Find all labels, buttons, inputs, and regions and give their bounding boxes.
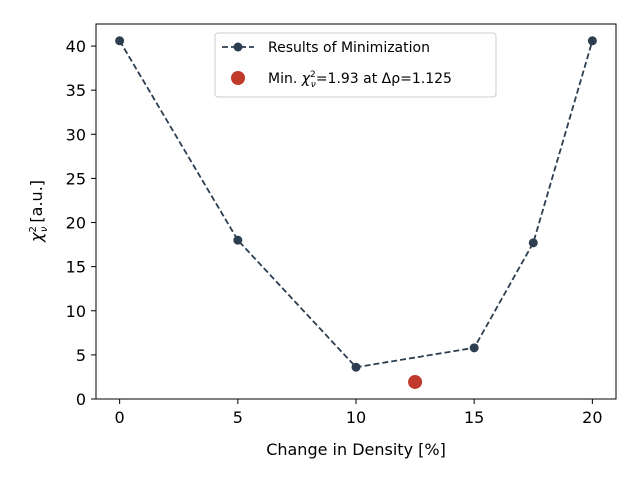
x-tick-label: 5: [233, 408, 243, 427]
minimum-point: [408, 374, 423, 389]
x-axis: 0 5 10 15 20: [115, 399, 603, 427]
legend-minimum-marker: [231, 71, 245, 85]
y-axis-label-symbol: χ: [27, 232, 46, 243]
y-tick-label: 10: [66, 302, 86, 321]
legend-entry-series: Results of Minimization: [268, 40, 430, 56]
legend-minimum-sup: 2: [310, 70, 316, 80]
x-tick-label: 20: [582, 408, 602, 427]
y-axis-label-sub: ν: [39, 226, 50, 232]
data-point: [587, 36, 597, 46]
legend: Results of Minimization Min. χ2 ν=1.93 at…: [214, 32, 497, 98]
legend-point-marker: [233, 42, 243, 52]
x-tick-label: 15: [464, 408, 484, 427]
series-line: [118, 40, 594, 369]
plot-area: [115, 36, 597, 389]
legend-entry-minimum: Min. χ2 ν=1.93 at Δρ=1.125: [268, 70, 452, 90]
y-tick-label: 5: [76, 346, 86, 365]
y-axis-label-unit: [a.u.]: [27, 180, 46, 223]
y-tick-label: 0: [76, 390, 86, 409]
y-tick-label: 15: [66, 258, 86, 277]
x-tick-label: 0: [115, 408, 125, 427]
y-tick-label: 30: [66, 125, 86, 144]
y-axis-label-sup: 2: [28, 226, 39, 232]
legend-minimum-symbol: χ: [301, 71, 311, 87]
data-point: [469, 343, 479, 353]
data-point: [115, 36, 125, 46]
data-point: [351, 362, 361, 372]
data-point: [233, 235, 243, 245]
legend-minimum-sub: ν: [311, 80, 316, 90]
legend-minimum-value: =1.93 at Δρ=1.125: [316, 71, 452, 87]
y-tick-label: 35: [66, 81, 86, 100]
y-axis-label: χ2ν [a.u.]: [27, 180, 50, 243]
y-tick-label: 25: [66, 169, 86, 188]
y-tick-label: 20: [66, 214, 86, 233]
y-tick-label: 40: [66, 37, 86, 56]
x-tick-label: 10: [346, 408, 366, 427]
data-point: [528, 238, 538, 248]
x-axis-label: Change in Density [%]: [266, 440, 446, 459]
legend-frame: [214, 32, 497, 98]
legend-minimum-prefix: Min.: [268, 71, 302, 87]
y-axis: 0 5 10 15 20 25 30 35 40: [66, 37, 96, 409]
